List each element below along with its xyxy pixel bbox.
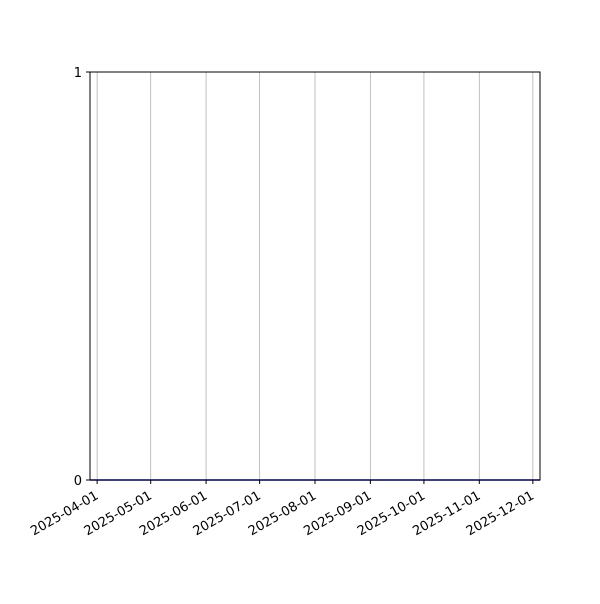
x-axis: 2025-04-012025-05-012025-06-012025-07-01… [28, 480, 537, 539]
y-axis: 01 [74, 66, 90, 489]
grid [96, 72, 534, 480]
y-tick-label: 1 [74, 66, 82, 81]
y-tick-label: 0 [74, 474, 82, 489]
